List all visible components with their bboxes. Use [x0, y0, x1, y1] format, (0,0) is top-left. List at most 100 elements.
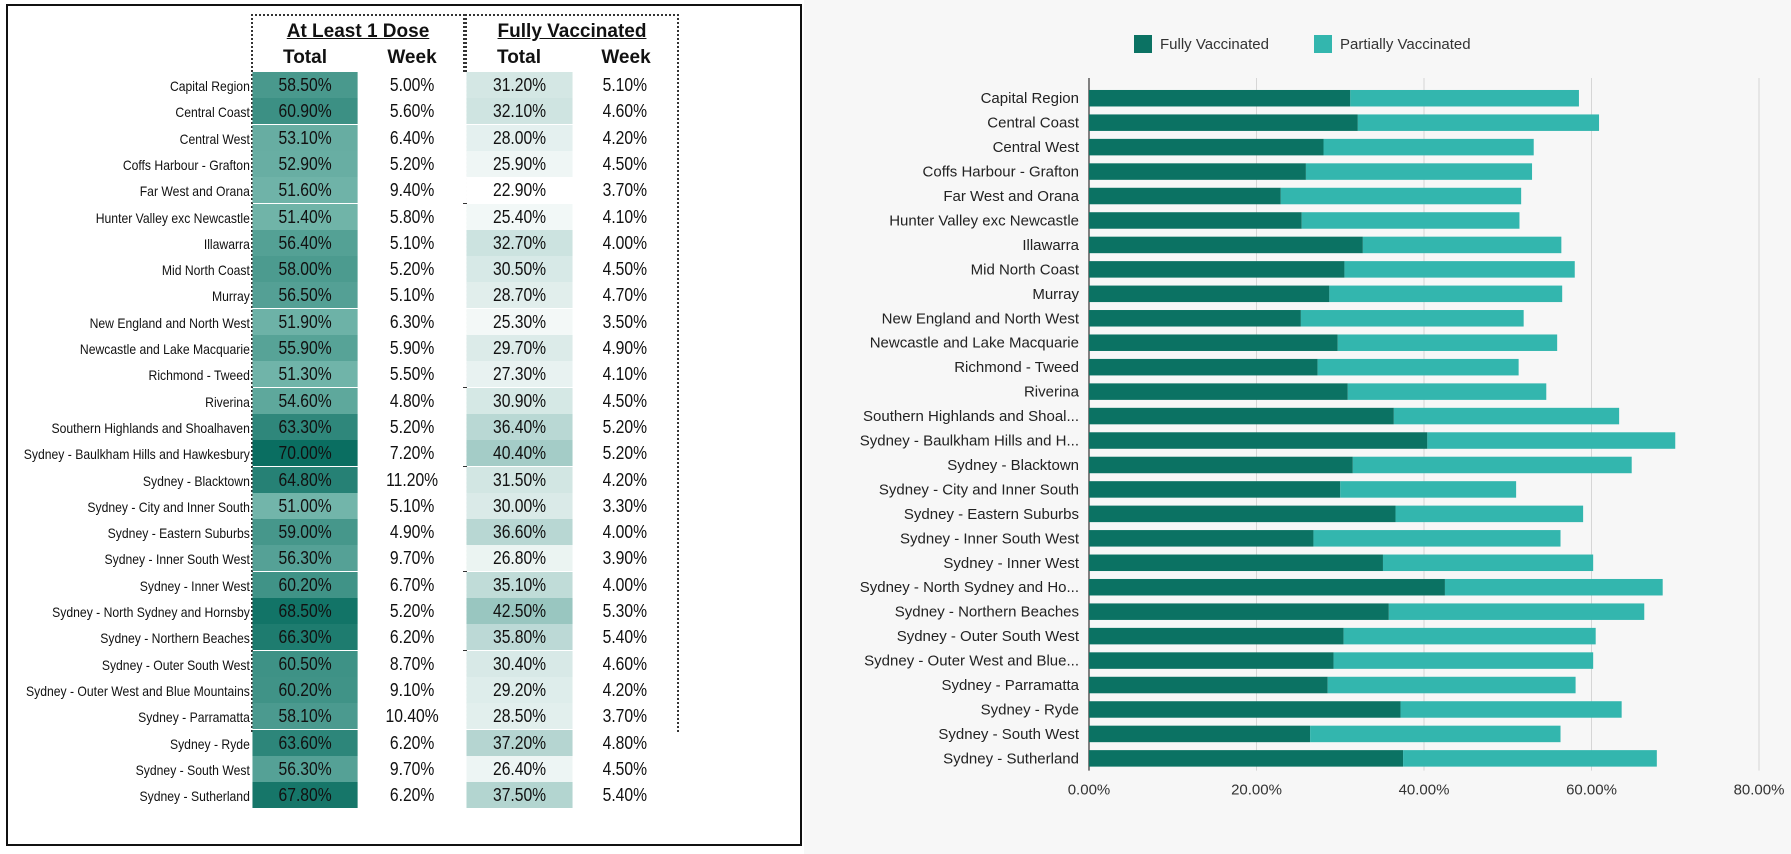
table-row: Sydney - South West 56.30% 9.70% 26.40% 4.50… — [8, 755, 695, 782]
full-total-cell: 32.10% — [466, 98, 573, 125]
full-week-cell: 4.50% — [572, 150, 678, 177]
table-row: Sydney - Outer South West 60.50% 8.70% 30.4… — [8, 650, 695, 677]
bar-fully-vaccinated — [1089, 578, 1445, 596]
bar-fully-vaccinated — [1089, 407, 1394, 425]
full-week-cell: 3.70% — [572, 177, 678, 204]
category-label: Coffs Harbour - Grafton — [923, 164, 1079, 181]
region-label: Central West — [179, 130, 250, 147]
full-week-cell: 5.10% — [572, 72, 678, 98]
legend-swatch — [1134, 35, 1152, 53]
dose-total-cell: 68.50% — [252, 598, 358, 624]
bar-fully-vaccinated — [1089, 530, 1314, 547]
dose-week-cell: 5.10% — [357, 282, 467, 309]
x-tick-label: 60.00% — [1566, 782, 1617, 799]
category-label: Capital Region — [981, 90, 1079, 107]
full-week-cell: 4.00% — [572, 229, 678, 256]
bar-partially-vaccinated — [1333, 652, 1594, 669]
bar-fully-vaccinated — [1089, 701, 1401, 718]
col-header-dose-total: Total — [283, 47, 327, 68]
table-row: Coffs Harbour - Grafton 52.90% 5.20% 25.90%… — [8, 150, 695, 177]
dose-week-cell: 5.50% — [357, 361, 467, 388]
full-total-cell: 22.90% — [466, 177, 573, 204]
category-label: Sydney - Outer South West — [897, 628, 1080, 645]
dose-total-cell: 59.00% — [252, 519, 358, 546]
full-week-cell: 4.90% — [572, 335, 678, 361]
bar-partially-vaccinated — [1313, 530, 1561, 547]
bar-partially-vaccinated — [1344, 261, 1575, 278]
bar-fully-vaccinated — [1089, 114, 1358, 131]
category-label: Sydney - North Sydney and Ho... — [860, 579, 1079, 596]
dose-total-cell: 54.60% — [252, 387, 358, 414]
table-row: Sydney - Inner West 60.20% 6.70% 35.10% 4.00… — [8, 571, 695, 598]
full-total-cell: 27.30% — [466, 361, 573, 388]
full-total-cell: 30.50% — [466, 256, 573, 283]
table-row: Sydney - Eastern Suburbs 59.00% 4.90% 36.60… — [8, 519, 695, 546]
table-row: Sydney - Ryde 63.60% 6.20% 37.20% 4.80% — [8, 729, 695, 756]
dose-total-cell: 64.80% — [252, 466, 358, 493]
category-label: Southern Highlands and Shoal... — [863, 408, 1079, 425]
table-row: Central West 53.10% 6.40% 28.00% 4.20% — [8, 124, 695, 151]
bar-partially-vaccinated — [1388, 603, 1645, 620]
full-week-cell: 4.50% — [572, 755, 678, 782]
dose-total-cell: 55.90% — [252, 335, 358, 361]
category-label: Sydney - South West — [938, 726, 1079, 743]
legend-label: Fully Vaccinated — [1160, 36, 1269, 53]
full-total-cell: 35.80% — [466, 624, 573, 651]
table-row: Illawarra 56.40% 5.10% 32.70% 4.00% — [8, 229, 695, 256]
bar-partially-vaccinated — [1300, 310, 1524, 327]
table-row: Central Coast 60.90% 5.60% 32.10% 4.60% — [8, 98, 695, 125]
category-label: Central Coast — [987, 115, 1080, 132]
full-week-cell: 3.70% — [572, 703, 678, 730]
dose-total-cell: 70.00% — [252, 440, 358, 467]
region-label: Far West and Orana — [139, 183, 250, 200]
region-label: Sydney - Ryde — [169, 735, 250, 752]
dose-week-cell: 11.20% — [357, 466, 467, 493]
full-total-cell: 25.30% — [466, 308, 573, 335]
table-row: Riverina 54.60% 4.80% 30.90% 4.50% — [8, 387, 695, 414]
category-label: Sydney - Baulkham Hills and H... — [860, 433, 1079, 450]
dose-week-cell: 10.40% — [357, 703, 467, 730]
dose-total-cell: 60.20% — [252, 571, 358, 598]
dose-total-cell: 51.90% — [252, 308, 358, 335]
table-row: Sydney - Outer West and Blue Mountains 60… — [8, 676, 695, 703]
dose-total-cell: 56.50% — [252, 282, 358, 309]
full-total-cell: 28.50% — [466, 703, 573, 730]
dose-total-cell: 67.80% — [252, 782, 358, 809]
dose-week-cell: 5.20% — [357, 598, 467, 624]
bar-fully-vaccinated — [1089, 627, 1344, 645]
dose-total-cell: 60.20% — [252, 676, 358, 703]
dose-week-cell: 8.70% — [357, 650, 467, 677]
legend-label: Partially Vaccinated — [1340, 36, 1471, 53]
region-label: Illawarra — [203, 235, 250, 252]
dose-week-cell: 5.20% — [357, 256, 467, 283]
full-total-cell: 29.20% — [466, 676, 573, 703]
full-total-cell: 31.50% — [466, 466, 573, 493]
bar-fully-vaccinated — [1089, 358, 1318, 376]
bar-partially-vaccinated — [1382, 554, 1594, 572]
full-week-cell: 5.40% — [572, 782, 678, 809]
table-row: Sydney - Blacktown 64.80% 11.20% 31.50% 4.20… — [8, 466, 695, 493]
x-tick-label: 20.00% — [1231, 782, 1282, 799]
full-week-cell: 4.20% — [572, 124, 678, 151]
category-label: Sydney - Parramatta — [941, 677, 1079, 694]
full-week-cell: 4.60% — [572, 98, 678, 125]
table-row: Sydney - Northern Beaches 66.30% 6.20% 35.8… — [8, 624, 695, 651]
dose-week-cell: 4.90% — [357, 519, 467, 546]
bar-fully-vaccinated — [1089, 456, 1353, 474]
full-week-cell: 5.20% — [572, 413, 678, 440]
full-week-cell: 4.20% — [572, 466, 678, 493]
full-week-cell: 5.20% — [572, 440, 678, 467]
category-label: Hunter Valley exc Newcastle — [889, 212, 1079, 229]
table-row: Mid North Coast 58.00% 5.20% 30.50% 4.50% — [8, 256, 695, 283]
bar-fully-vaccinated — [1089, 212, 1302, 229]
bar-fully-vaccinated — [1089, 676, 1328, 694]
bar-partially-vaccinated — [1340, 481, 1517, 498]
full-week-cell: 4.80% — [572, 729, 678, 756]
bar-partially-vaccinated — [1400, 701, 1622, 718]
full-week-cell: 4.50% — [572, 387, 678, 414]
x-tick-label: 40.00% — [1399, 782, 1450, 799]
dose-week-cell: 6.20% — [357, 729, 467, 756]
category-label: Mid North Coast — [971, 261, 1080, 278]
category-label: Sydney - Ryde — [981, 701, 1079, 718]
x-tick-label: 80.00% — [1734, 782, 1785, 799]
